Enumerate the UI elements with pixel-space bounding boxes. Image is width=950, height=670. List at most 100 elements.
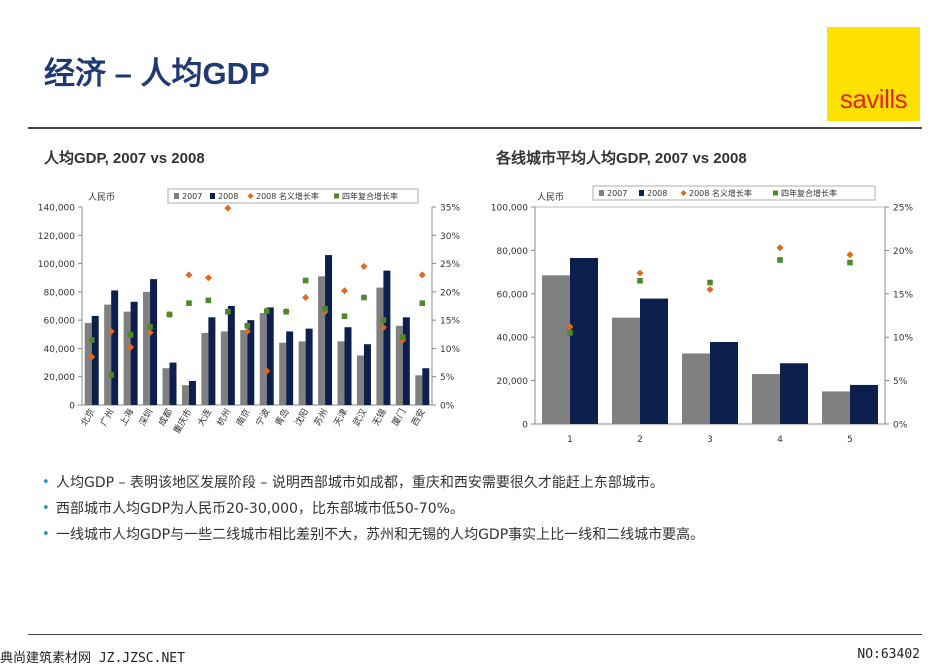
legend-label: 四年复合增长率 bbox=[781, 188, 837, 198]
point-cagr bbox=[147, 324, 153, 330]
x-tick-label: 苏州 bbox=[311, 407, 330, 429]
page-title: 经济 – 人均GDP bbox=[44, 56, 270, 91]
y2-tick-label: 10% bbox=[893, 334, 913, 344]
legend-label: 2007 bbox=[607, 189, 627, 198]
bullet-dot-icon: • bbox=[42, 475, 50, 490]
bar-2008 bbox=[305, 328, 313, 405]
savills-logo: savills bbox=[827, 27, 920, 121]
bar-2007 bbox=[612, 317, 640, 424]
bar-2008 bbox=[286, 331, 294, 405]
y2-tick-label: 15% bbox=[893, 290, 913, 300]
bar-2007 bbox=[181, 385, 189, 405]
x-tick-label: 南京 bbox=[233, 407, 252, 429]
point-nominal-growth bbox=[107, 327, 115, 335]
bar-2007 bbox=[542, 275, 570, 424]
legend-swatch bbox=[210, 193, 215, 199]
bar-2007 bbox=[143, 291, 151, 405]
point-cagr bbox=[205, 297, 212, 304]
point-cagr bbox=[361, 294, 367, 301]
point-nominal-growth bbox=[776, 244, 784, 252]
bullet-text: 一线城市人均GDP与一些二线城市相比差别不大，苏州和无锡的人均GDP事实上比一线… bbox=[56, 527, 705, 543]
bar-2007 bbox=[318, 276, 326, 405]
bar-2007 bbox=[104, 304, 112, 405]
legend-swatch bbox=[247, 193, 254, 199]
x-tick-label: 厦门 bbox=[389, 407, 408, 429]
bar-2008 bbox=[402, 317, 410, 405]
point-cagr bbox=[244, 323, 251, 329]
x-tick-label: 4 bbox=[777, 435, 783, 445]
point-nominal-growth bbox=[302, 294, 310, 302]
bar-2008 bbox=[325, 255, 333, 405]
x-tick-label: 天津 bbox=[332, 407, 351, 428]
point-nominal-growth bbox=[146, 329, 154, 337]
point-cagr bbox=[108, 372, 114, 378]
bar-2008 bbox=[227, 306, 235, 405]
bar-2007 bbox=[162, 368, 170, 405]
bar-2008 bbox=[710, 341, 738, 424]
y-axis-label: 人民币 bbox=[88, 192, 115, 203]
x-tick-label: 武汉 bbox=[350, 407, 369, 429]
x-tick-label: 5 bbox=[847, 435, 853, 445]
x-tick-label: 西安 bbox=[408, 407, 427, 429]
point-nominal-growth bbox=[204, 274, 212, 282]
bar-2007 bbox=[259, 313, 267, 405]
legend-label: 2008 名义增长率 bbox=[256, 191, 319, 201]
y2-tick-label: 0% bbox=[440, 402, 455, 412]
bar-2008 bbox=[383, 270, 391, 405]
legend-swatch bbox=[334, 193, 339, 199]
footer-divider bbox=[28, 634, 922, 635]
bar-2008 bbox=[188, 380, 196, 405]
city-gdp-chart: 0 20,000 40,000 60,000 80,000 100,000 120,000 1… bbox=[38, 188, 460, 436]
point-cagr bbox=[283, 308, 289, 315]
y2-tick-label: 5% bbox=[893, 377, 908, 387]
bar-2008 bbox=[130, 301, 138, 405]
y2-tick-label: 30% bbox=[440, 232, 460, 242]
bar-2007 bbox=[415, 375, 423, 405]
bar-2007 bbox=[337, 341, 345, 405]
point-nominal-growth bbox=[127, 343, 135, 351]
legend-label: 2008 bbox=[218, 192, 238, 201]
y-tick-label: 20,000 bbox=[44, 373, 76, 383]
y-tick-label: 20,000 bbox=[497, 377, 529, 387]
bar-2008 bbox=[208, 317, 216, 405]
y-tick-label: 40,000 bbox=[44, 345, 76, 355]
x-tick-label: 上海 bbox=[117, 407, 136, 429]
y-tick-label: 40,000 bbox=[497, 334, 529, 344]
point-cagr bbox=[707, 279, 713, 286]
point-cagr bbox=[186, 300, 192, 306]
y2-tick-label: 20% bbox=[440, 288, 460, 298]
point-nominal-growth bbox=[243, 327, 251, 335]
point-cagr bbox=[88, 337, 95, 343]
x-tick-label: 大连 bbox=[195, 407, 214, 429]
bullet-dot-icon: • bbox=[42, 501, 50, 516]
bar-2007 bbox=[298, 341, 306, 405]
bullet-dot-icon: • bbox=[42, 527, 50, 542]
point-nominal-growth bbox=[379, 323, 387, 331]
legend-label: 2008 bbox=[647, 189, 667, 198]
x-tick-label: 宁波 bbox=[253, 407, 272, 429]
bar-2007 bbox=[822, 391, 850, 424]
y2-tick-label: 35% bbox=[440, 204, 460, 214]
x-tick-label: 深圳 bbox=[137, 407, 156, 428]
bullet-text: 西部城市人均GDP为人民币20-30,000，比东部城市低50-70%。 bbox=[56, 501, 464, 517]
x-tick-label: 杭州 bbox=[214, 407, 233, 429]
point-cagr bbox=[380, 317, 387, 323]
point-cagr bbox=[225, 308, 231, 315]
y-tick-label: 80,000 bbox=[44, 288, 76, 298]
point-nominal-growth bbox=[88, 353, 96, 361]
point-cagr bbox=[567, 330, 573, 336]
point-nominal-growth bbox=[360, 262, 368, 270]
point-nominal-growth bbox=[566, 323, 574, 331]
legend-box bbox=[167, 188, 419, 204]
chart-title-city-gdp: 人均GDP, 2007 vs 2008 bbox=[44, 150, 205, 167]
bullet-item: • 人均GDP – 表明该地区发展阶段 – 说明西部城市如成都，重庆和西安需要很久… bbox=[42, 473, 922, 499]
bar-2008 bbox=[850, 384, 878, 424]
x-tick-label: 1 bbox=[567, 435, 573, 445]
x-tick-label: 重庆市 bbox=[171, 407, 195, 436]
y2-tick-label: 25% bbox=[440, 260, 460, 270]
x-tick-label: 沈阳 bbox=[292, 407, 311, 429]
bar-2008 bbox=[266, 307, 274, 405]
point-cagr bbox=[400, 334, 406, 340]
x-tick-label: 广州 bbox=[97, 407, 116, 429]
y-tick-label: 60,000 bbox=[44, 317, 76, 327]
